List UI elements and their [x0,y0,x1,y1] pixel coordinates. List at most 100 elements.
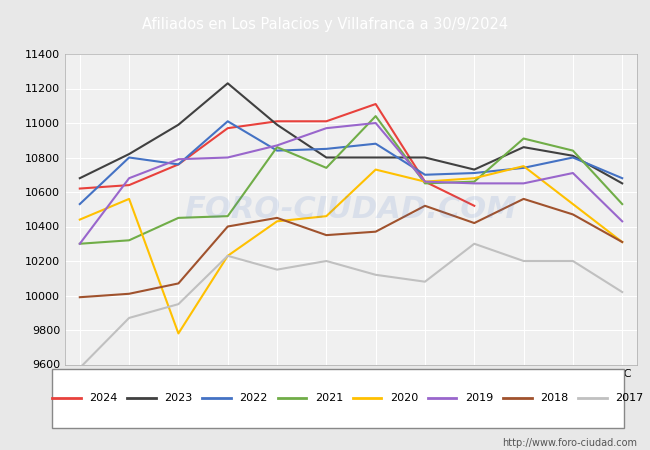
2019 [372,120,380,126]
2023 [618,180,626,186]
2017 [618,289,626,295]
Text: 2019: 2019 [465,393,493,403]
2024 [224,126,231,131]
Text: 2018: 2018 [540,393,569,403]
2019 [224,155,231,160]
2022 [322,146,330,152]
2017 [372,272,380,278]
2020 [520,163,528,169]
2022 [520,165,528,171]
Line: 2022: 2022 [80,122,622,204]
2023 [322,155,330,160]
2019 [273,143,281,148]
2021 [273,144,281,150]
2020 [273,219,281,224]
2020 [125,196,133,202]
2022 [569,155,577,160]
2022 [174,162,182,167]
2020 [618,239,626,245]
Text: 2023: 2023 [164,393,192,403]
2021 [618,202,626,207]
2018 [421,203,429,208]
Text: 2024: 2024 [89,393,118,403]
2021 [421,180,429,186]
2021 [569,148,577,153]
2022 [76,202,84,207]
2020 [174,331,182,336]
2024 [322,119,330,124]
2017 [273,267,281,272]
2019 [76,241,84,247]
2019 [618,219,626,224]
2018 [322,232,330,238]
Text: 2022: 2022 [240,393,268,403]
2018 [618,239,626,245]
2019 [322,126,330,131]
2017 [421,279,429,284]
2021 [125,238,133,243]
2017 [471,241,478,247]
2020 [322,213,330,219]
2020 [569,202,577,207]
2023 [569,153,577,158]
2024 [76,186,84,191]
2024 [174,162,182,167]
2017 [520,258,528,264]
2020 [372,167,380,172]
2022 [618,176,626,181]
2017 [125,315,133,320]
2022 [224,119,231,124]
2024 [421,179,429,184]
2023 [125,151,133,157]
Text: 2017: 2017 [616,393,644,403]
Text: http://www.foro-ciudad.com: http://www.foro-ciudad.com [502,438,637,448]
2018 [174,281,182,286]
2021 [224,213,231,219]
2023 [76,176,84,181]
2022 [471,171,478,176]
Text: 2021: 2021 [315,393,343,403]
2023 [520,144,528,150]
2021 [372,113,380,119]
2021 [76,241,84,247]
2024 [471,203,478,208]
2018 [471,220,478,226]
2018 [76,294,84,300]
Text: 2020: 2020 [390,393,418,403]
2021 [322,165,330,171]
2024 [372,101,380,107]
2021 [520,136,528,141]
2022 [273,148,281,153]
2018 [569,212,577,217]
2019 [569,171,577,176]
2022 [125,155,133,160]
Text: Afiliados en Los Palacios y Villafranca a 30/9/2024: Afiliados en Los Palacios y Villafranca … [142,17,508,32]
2018 [520,196,528,202]
2023 [471,167,478,172]
2024 [273,119,281,124]
2019 [174,157,182,162]
Line: 2020: 2020 [80,166,622,333]
2018 [273,215,281,220]
FancyBboxPatch shape [52,369,624,428]
2017 [569,258,577,264]
2017 [224,253,231,259]
Line: 2024: 2024 [80,104,474,206]
2021 [174,215,182,220]
2019 [471,180,478,186]
2023 [372,155,380,160]
2020 [421,179,429,184]
2021 [471,179,478,184]
2023 [421,155,429,160]
2018 [372,229,380,234]
Line: 2018: 2018 [80,199,622,297]
2017 [76,365,84,371]
2020 [471,176,478,181]
2022 [372,141,380,146]
2020 [224,253,231,259]
2020 [76,217,84,222]
Text: FORO-CIUDAD.COM: FORO-CIUDAD.COM [185,195,517,224]
2019 [520,180,528,186]
2019 [421,179,429,184]
2017 [174,302,182,307]
